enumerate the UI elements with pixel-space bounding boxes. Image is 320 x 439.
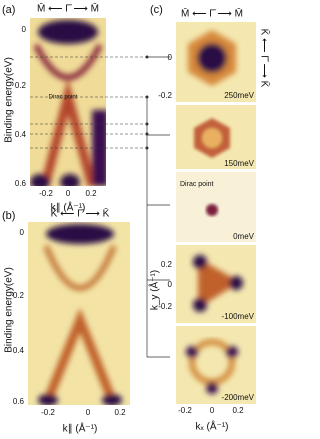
energy-label: -100meV [222, 312, 255, 321]
energy-label: 0meV [233, 232, 255, 241]
y-tick-label: 0.2 [13, 291, 25, 300]
y-tick-label: 0 [168, 280, 173, 289]
annotation: Dirac point [180, 181, 214, 188]
y-tick-label: 0.6 [15, 179, 27, 188]
figure: (a) M̄ ⟵ Γ̄ ⟶ M̄ Dirac point Binding ene… [2, 2, 271, 435]
y-tick-label: 0.6 [13, 397, 25, 406]
energy-label: 150meV [224, 159, 254, 168]
x-tick-label: 0.2 [232, 406, 244, 415]
y-tick-label: -0.2 [158, 91, 172, 100]
y-tick-label: 0.4 [15, 130, 27, 139]
top-axis: M̄ ⟵ Γ̄ ⟶ M̄ [181, 7, 243, 20]
x-tick-label: -0.2 [178, 406, 192, 415]
x-tick-label: -0.2 [39, 189, 53, 198]
energy-label: 250meV [224, 91, 254, 100]
panel-label: (c) [150, 4, 163, 16]
annotation: Dirac point [49, 95, 78, 101]
panel-label: (a) [2, 4, 15, 16]
arpes-map [28, 222, 130, 405]
y-tick-label: -0.2 [158, 302, 172, 311]
y-axis-label: Binding energy(eV) [4, 267, 15, 353]
x-tick-label: 0 [66, 189, 71, 198]
y-axis-label: Binding energy(eV) [4, 57, 15, 143]
top-axis: M̄ ⟵ Γ̄ ⟶ M̄ [37, 2, 99, 15]
x-axis-label: kₓ (Å⁻¹) [196, 420, 229, 433]
x-tick-label: 0 [210, 406, 215, 415]
x-tick-label: -0.2 [41, 408, 55, 417]
x-tick-label: 0.2 [114, 408, 126, 417]
energy-label: -200meV [222, 393, 255, 402]
y-tick-label: 0.4 [13, 346, 25, 355]
panel-label: (b) [2, 210, 15, 222]
x-tick-label: 0 [86, 408, 91, 417]
y-tick-label: 0.2 [15, 81, 27, 90]
y-tick-label: 0.2 [161, 260, 173, 269]
y-tick-label: 0 [168, 53, 173, 62]
top-axis: K̄ ⟵ Γ̄ ⟶ K̄ [51, 207, 110, 220]
y-axis-label: k_y (Å⁻¹) [148, 270, 161, 310]
y-tick-label: 0 [22, 25, 27, 34]
arpes-map [30, 18, 106, 186]
side-axis: K̄ ⟵ Γ̄ ⟶ K̄ [258, 29, 271, 88]
x-tick-label: 0.2 [85, 189, 97, 198]
x-axis-label: k∥ (Å⁻¹) [51, 201, 86, 214]
x-axis-label: k∥ (Å⁻¹) [63, 422, 98, 435]
y-tick-label: 0 [20, 228, 25, 237]
